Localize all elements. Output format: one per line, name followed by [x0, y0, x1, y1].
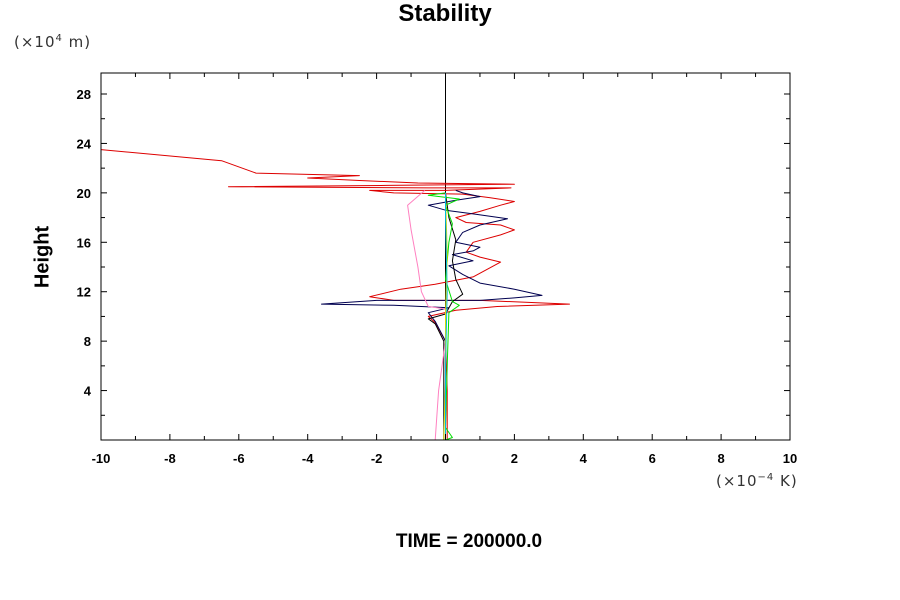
series-line-8 [445, 192, 448, 440]
plot-frame [100, 72, 791, 441]
y-tick-label: 16 [77, 235, 91, 250]
y-tick-label: 24 [77, 136, 92, 151]
y-tick-label: 8 [84, 334, 91, 349]
time-label: TIME = 200000.0 [395, 531, 543, 552]
x-axis-unit: (×10−4 K) [716, 472, 798, 490]
y-tick-label: 12 [77, 285, 91, 300]
x-tick-label: 6 [649, 451, 656, 466]
series-layer [100, 72, 570, 441]
series-line-1 [100, 149, 570, 440]
series-line-3 [321, 189, 543, 440]
y-tick-label: 20 [77, 186, 91, 201]
x-tick-label: -6 [233, 451, 245, 466]
y-tick-label: 28 [77, 87, 91, 102]
x-tick-label: -4 [302, 451, 314, 466]
x-tick-label: -10 [92, 451, 111, 466]
x-tick-label: 8 [717, 451, 724, 466]
tick-layer [100, 73, 791, 440]
y-axis-unit: (×104 m) [14, 33, 92, 51]
series-line-7 [443, 192, 448, 441]
series-line-5 [407, 190, 446, 441]
series-line-4 [427, 192, 464, 440]
x-tick-label: -8 [164, 451, 176, 466]
x-tick-label: 0 [442, 451, 449, 466]
x-tick-label: 4 [580, 451, 588, 466]
chart-title: Stability [398, 0, 492, 27]
x-tick-label: 10 [783, 451, 797, 466]
x-tick-label: -2 [371, 451, 383, 466]
y-tick-label: 4 [84, 384, 92, 399]
x-tick-label: 2 [511, 451, 518, 466]
